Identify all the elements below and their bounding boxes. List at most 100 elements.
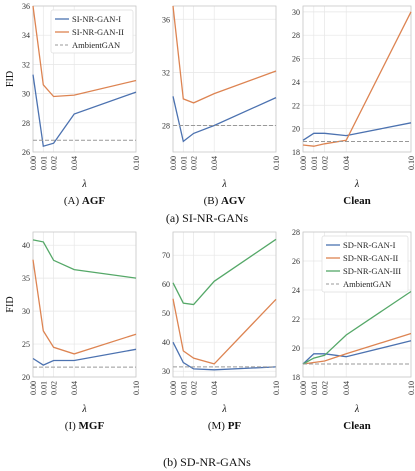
x-tick-label: 0.02 bbox=[50, 156, 59, 170]
series-line-sd-nr-gan-i bbox=[302, 340, 412, 365]
chart-panel-2: 18 20 22 24 26 28 30 0.00 0.01 0.02 0.04 0.10 λ Clean bbox=[292, 5, 415, 207]
series-line-si-nr-gan-ii bbox=[172, 5, 277, 104]
x-tick-label: 0.01 bbox=[310, 156, 319, 170]
panel-caption-prefix: (B) bbox=[204, 195, 221, 207]
y-tick-label: 30 bbox=[22, 307, 30, 316]
x-axis-label: λ bbox=[221, 404, 227, 415]
panel-caption-prefix: (I) bbox=[65, 420, 79, 432]
series-line-sd-nr-gan-iii bbox=[172, 238, 277, 306]
y-axis-label: FID bbox=[5, 71, 16, 87]
series-line-si-nr-gan-i bbox=[32, 74, 137, 148]
chart-panel-4: 30 40 50 60 70 0.00 0.01 0.02 0.04 0.10 λ (M) PF bbox=[162, 231, 281, 432]
plot-frame bbox=[302, 5, 412, 153]
y-tick-label: 22 bbox=[292, 315, 300, 324]
plot-frame bbox=[172, 5, 277, 153]
x-tick-label: 0.00 bbox=[29, 156, 38, 170]
panel-caption-bold: Clean bbox=[343, 195, 371, 207]
y-tick-label: 70 bbox=[162, 251, 170, 260]
panel-caption-bold: Clean bbox=[343, 420, 371, 432]
series-line-sd-nr-gan-ii bbox=[172, 298, 277, 365]
x-tick-label: 0.10 bbox=[272, 381, 281, 395]
series-line-si-nr-gan-ii bbox=[32, 5, 137, 98]
y-tick-label: 40 bbox=[162, 338, 170, 347]
x-tick-label: 0.02 bbox=[321, 381, 330, 395]
x-tick-label: 0.04 bbox=[342, 156, 351, 170]
panel-caption: Clean bbox=[343, 195, 371, 207]
x-tick-label: 0.10 bbox=[407, 156, 415, 170]
y-axis-label: FID bbox=[5, 296, 16, 312]
legend-entry: AmbientGAN bbox=[343, 279, 391, 289]
panel-caption-bold: AGV bbox=[221, 195, 246, 207]
y-tick-label: 28 bbox=[292, 228, 300, 237]
series-line-si-nr-gan-ii bbox=[302, 11, 412, 147]
x-tick-label: 0.10 bbox=[132, 381, 141, 395]
x-axis-label: λ bbox=[221, 179, 227, 190]
plot-frame bbox=[302, 231, 412, 378]
x-tick-label: 0.10 bbox=[132, 156, 141, 170]
plot-frame bbox=[172, 231, 277, 378]
x-tick-label: 0.00 bbox=[29, 381, 38, 395]
y-tick-label: 36 bbox=[22, 2, 30, 11]
x-tick-label: 0.10 bbox=[272, 156, 281, 170]
series-line-sd-nr-gan-ii bbox=[302, 332, 412, 365]
y-tick-label: 18 bbox=[292, 373, 300, 382]
legend-entry: SD-NR-GAN-I bbox=[343, 240, 396, 250]
legend-entry: AmbientGAN bbox=[72, 40, 120, 50]
y-tick-label: 25 bbox=[22, 340, 30, 349]
panel-caption-prefix: (M) bbox=[208, 420, 228, 432]
y-tick-label: 20 bbox=[292, 344, 300, 353]
legend-box bbox=[50, 9, 134, 54]
x-tick-label: 0.00 bbox=[169, 156, 178, 170]
legend-entry: SD-NR-GAN-III bbox=[343, 266, 401, 276]
y-tick-label: 35 bbox=[22, 274, 30, 283]
series-line-si-nr-gan-i bbox=[172, 96, 277, 143]
x-tick-label: 0.01 bbox=[39, 156, 48, 170]
x-tick-label: 0.01 bbox=[310, 381, 319, 395]
x-tick-label: 0.02 bbox=[190, 381, 199, 395]
y-tick-label: 30 bbox=[162, 367, 170, 376]
x-tick-label: 0.04 bbox=[342, 381, 351, 395]
x-axis-label: λ bbox=[81, 404, 87, 415]
y-tick-label: 34 bbox=[22, 31, 30, 40]
series-line-sd-nr-gan-i bbox=[172, 341, 277, 371]
x-tick-label: 0.02 bbox=[321, 156, 330, 170]
y-tick-label: 20 bbox=[22, 373, 30, 382]
panel-caption: Clean bbox=[343, 420, 371, 432]
x-tick-label: 0.01 bbox=[39, 381, 48, 395]
legend-box bbox=[321, 235, 409, 293]
y-tick-label: 30 bbox=[292, 8, 300, 17]
panel-caption: (I) MGF bbox=[65, 420, 105, 432]
panel-caption-prefix: (A) bbox=[64, 195, 82, 207]
y-tick-label: 28 bbox=[162, 121, 170, 130]
panel-caption-bold: AGF bbox=[82, 195, 106, 207]
y-tick-label: 20 bbox=[292, 125, 300, 134]
panel-caption: (B) AGV bbox=[204, 195, 246, 207]
panel-caption: (M) PF bbox=[208, 420, 242, 432]
x-tick-label: 0.04 bbox=[70, 381, 79, 395]
y-tick-label: 50 bbox=[162, 309, 170, 318]
x-tick-label: 0.00 bbox=[169, 381, 178, 395]
caption-bottom: (b) SD-NR-GANs bbox=[163, 455, 251, 469]
y-tick-label: 60 bbox=[162, 280, 170, 289]
y-tick-label: 28 bbox=[22, 119, 30, 128]
x-tick-label: 0.00 bbox=[299, 156, 308, 170]
y-tick-label: 26 bbox=[22, 148, 30, 157]
x-tick-label: 0.04 bbox=[210, 156, 219, 170]
y-tick-label: 24 bbox=[292, 286, 300, 295]
y-tick-label: 18 bbox=[292, 148, 300, 157]
y-tick-label: 22 bbox=[292, 101, 300, 110]
x-tick-label: 0.01 bbox=[179, 156, 188, 170]
series-line-sd-nr-gan-iii bbox=[302, 290, 412, 365]
x-tick-label: 0.04 bbox=[70, 156, 79, 170]
x-axis-label: λ bbox=[81, 179, 87, 190]
y-tick-label: 32 bbox=[162, 68, 170, 77]
x-axis-label: λ bbox=[354, 179, 360, 190]
panel-caption-bold: MGF bbox=[79, 420, 105, 432]
series-line-sd-nr-gan-i bbox=[32, 348, 137, 366]
y-tick-label: 28 bbox=[292, 31, 300, 40]
x-axis-label: λ bbox=[354, 404, 360, 415]
series-line-sd-nr-gan-ii bbox=[32, 259, 137, 355]
